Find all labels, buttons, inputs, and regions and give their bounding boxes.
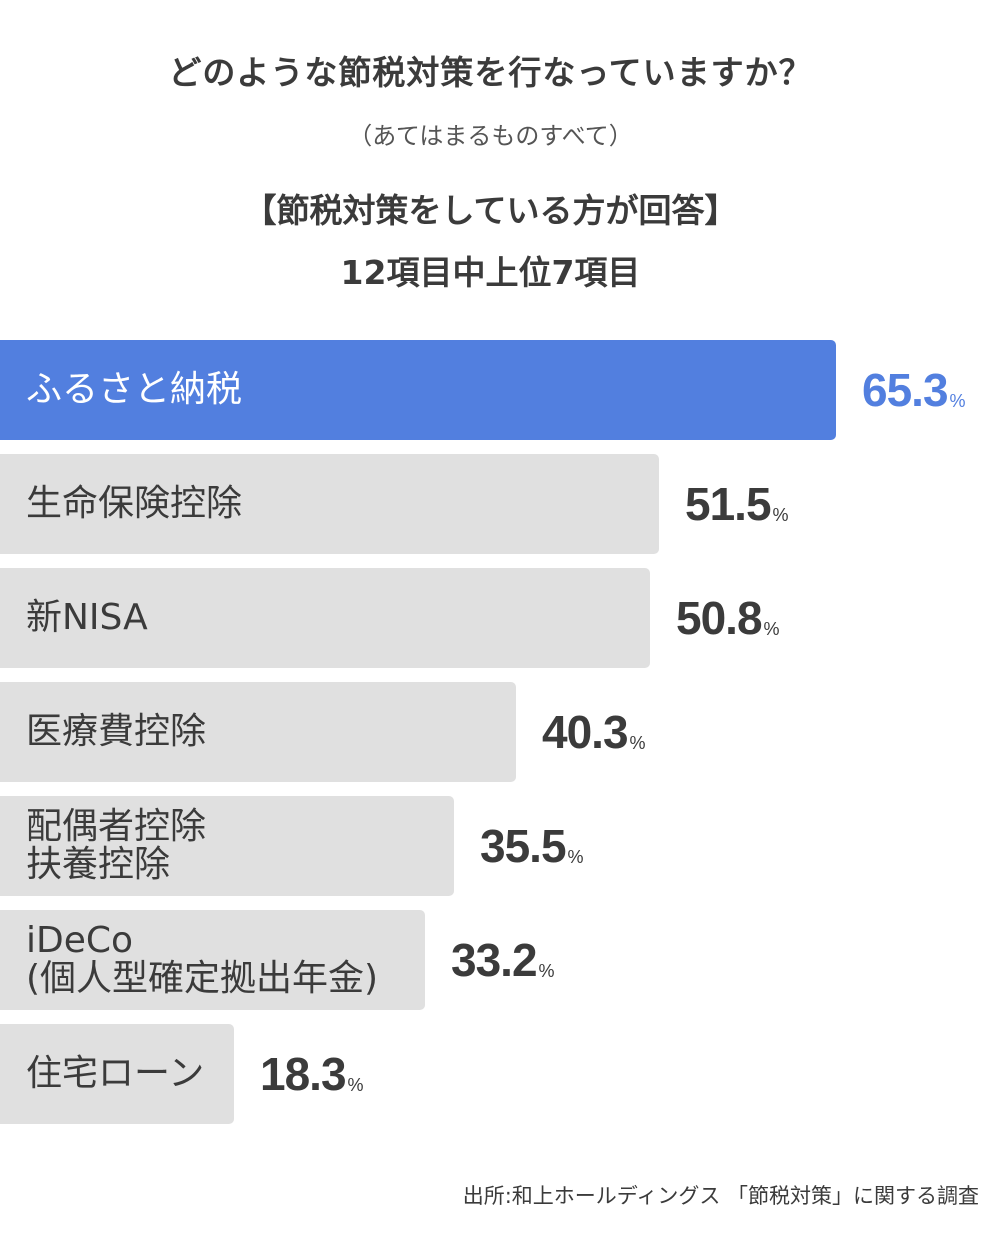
value-label: 40.3% — [542, 682, 646, 782]
percent-unit: % — [772, 504, 789, 525]
value-number: 40.3 — [542, 706, 629, 758]
bar: 配偶者控除 扶養控除 — [0, 796, 454, 896]
bar: 医療費控除 — [0, 682, 516, 782]
value-label: 51.5% — [685, 454, 789, 554]
bar-label: 配偶者控除 扶養控除 — [26, 796, 206, 896]
percent-unit: % — [949, 390, 966, 411]
bar-label: ふるさと納税 — [26, 340, 242, 440]
bar-chart: ふるさと納税 65.3% 生命保険控除 51.5% 新NISA 50.8% 医療費控除 40.… — [0, 340, 981, 1140]
bar-label-line: 扶養控除 — [26, 844, 171, 885]
chart-subtitle: （あてはまるものすべて） — [348, 122, 633, 150]
bar-label: 住宅ローン — [26, 1024, 204, 1124]
percent-unit: % — [567, 846, 584, 867]
bar-label: 医療費控除 — [26, 682, 206, 782]
percent-unit: % — [763, 618, 780, 639]
source-note: 出所:和上ホールディングス 「節税対策」に関する調査 — [462, 1184, 979, 1208]
percent-unit: % — [538, 960, 555, 981]
value-label: 65.3% — [862, 340, 966, 440]
bar-label-line: 新NISA — [26, 597, 148, 638]
bar-label-line: iDeCo — [26, 920, 134, 961]
value-number: 18.3 — [260, 1048, 347, 1100]
bar-label-line: 生命保険控除 — [26, 483, 243, 524]
bar-label: 生命保険控除 — [26, 454, 242, 554]
value-number: 50.8 — [676, 592, 763, 644]
bar: 新NISA — [0, 568, 650, 668]
bar-label-line: 配偶者控除 — [26, 806, 207, 847]
value-label: 50.8% — [676, 568, 780, 668]
value-number: 35.5 — [480, 820, 567, 872]
bar-label-line: 住宅ローン — [26, 1053, 205, 1094]
bar-label: 新NISA — [26, 568, 148, 668]
value-label: 35.5% — [480, 796, 584, 896]
respondent-note: 【節税対策をしている方が回答】 — [243, 191, 738, 230]
bar: 住宅ローン — [0, 1024, 234, 1124]
percent-unit: % — [347, 1074, 364, 1095]
scope-note: 12項目中上位7項目 — [340, 253, 641, 292]
bar-label-line: 医療費控除 — [26, 711, 207, 752]
value-number: 65.3 — [862, 364, 949, 416]
value-label: 18.3% — [260, 1024, 364, 1124]
bar-label-line: (個人型確定拠出年金) — [26, 958, 379, 999]
value-label: 33.2% — [451, 910, 555, 1010]
percent-unit: % — [629, 732, 646, 753]
bar-label: iDeCo (個人型確定拠出年金) — [26, 910, 378, 1010]
bar: ふるさと納税 — [0, 340, 836, 440]
bar-label-line: ふるさと納税 — [26, 369, 243, 410]
bar: 生命保険控除 — [0, 454, 659, 554]
chart-title: どのような節税対策を行なっていますか？ — [168, 53, 813, 92]
value-number: 33.2 — [451, 934, 538, 986]
value-number: 51.5 — [685, 478, 772, 530]
bar: iDeCo (個人型確定拠出年金) — [0, 910, 425, 1010]
